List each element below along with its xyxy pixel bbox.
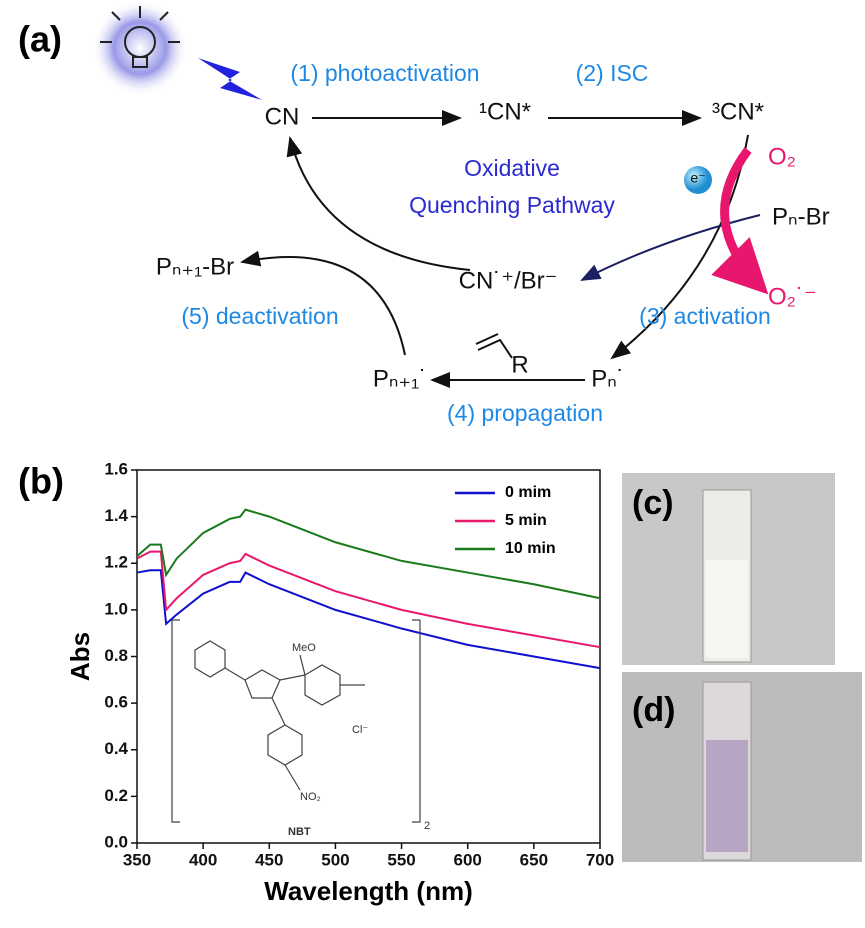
arrows xyxy=(240,110,769,388)
species: ¹CN* xyxy=(479,98,531,125)
light-bulb xyxy=(92,0,188,96)
legend-label: 0 mim xyxy=(505,484,551,501)
line xyxy=(136,569,601,670)
species: CN xyxy=(265,103,300,130)
step-label: (3) activation xyxy=(639,303,771,329)
inset-text: MeO xyxy=(292,642,316,654)
panel-label: (a) xyxy=(18,19,62,60)
y-tick-label: 0.2 xyxy=(104,786,128,805)
step-label: (5) deactivation xyxy=(181,303,338,329)
line xyxy=(136,550,601,649)
inset-text: NBT xyxy=(288,826,311,838)
step-label: (4) propagation xyxy=(447,400,603,426)
electron xyxy=(684,166,712,194)
x-axis-label: Wavelength (nm) xyxy=(264,876,472,906)
inset-text: Cl⁻ xyxy=(352,724,368,736)
line xyxy=(136,508,601,600)
pathway-label: Oxidative xyxy=(464,155,560,181)
legend-label: 10 min xyxy=(505,540,556,557)
x-tick-label: 350 xyxy=(123,850,151,869)
legend-label: 5 min xyxy=(505,512,547,529)
species: O₂ xyxy=(768,143,796,170)
y-tick-label: 0.4 xyxy=(104,739,128,758)
inset-text: 2 xyxy=(424,820,430,832)
x-tick-label: 650 xyxy=(520,850,548,869)
pathway-label: Quenching Pathway xyxy=(409,192,615,218)
y-axis-label: Abs xyxy=(65,632,95,681)
inset-text: NO₂ xyxy=(300,791,321,803)
step-label: (2) ISC xyxy=(576,60,649,86)
x-tick-label: 550 xyxy=(387,850,415,869)
y-tick-label: 0.8 xyxy=(104,646,128,665)
photo xyxy=(622,473,862,862)
x-tick-label: 400 xyxy=(189,850,217,869)
x-tick-label: 500 xyxy=(321,850,349,869)
y-tick-label: 0.0 xyxy=(104,832,128,851)
species: ³CN* xyxy=(712,98,764,125)
y-tick-label: 1.2 xyxy=(104,553,128,572)
y-tick-label: 1.4 xyxy=(104,506,128,525)
species: CN˙⁺/Br⁻ xyxy=(459,267,558,294)
electron-label: e⁻ xyxy=(690,170,705,186)
x-tick-label: 450 xyxy=(255,850,283,869)
species: R xyxy=(511,351,528,378)
inset-structure xyxy=(171,619,421,823)
y-tick-label: 1.6 xyxy=(104,459,128,478)
x-tick-label: 600 xyxy=(454,850,482,869)
species: O₂˙⁻ xyxy=(768,283,817,310)
y-tick-label: 1.0 xyxy=(104,599,128,618)
species: Pₙ₊₁-Br xyxy=(156,253,234,280)
lightning xyxy=(198,58,262,100)
panel-label: (c) xyxy=(632,484,674,522)
step-label: (1) photoactivation xyxy=(290,60,479,86)
chart: 0.0 0.2 0.4 0.6 0.8 1.0 1.2 1.4 1.6 350 400 450 500 5… xyxy=(65,459,614,905)
x-tick-label: 700 xyxy=(586,850,614,869)
species: Pₙ-Br xyxy=(772,203,830,230)
panel-label: (d) xyxy=(632,691,675,729)
panel-label: (b) xyxy=(18,461,64,502)
species: Pₙ˙ xyxy=(591,365,625,392)
y-tick-label: 0.6 xyxy=(104,693,128,712)
species: Pₙ₊₁˙ xyxy=(373,365,427,392)
